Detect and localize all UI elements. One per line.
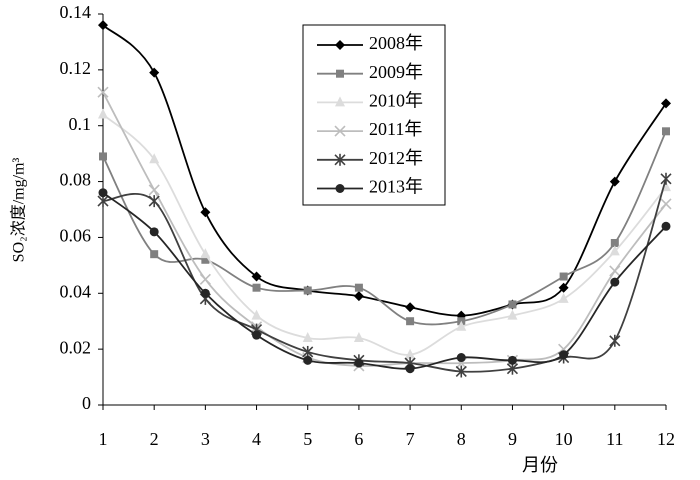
- point: [200, 288, 210, 298]
- point: [303, 286, 312, 295]
- point: [201, 255, 210, 264]
- point: [558, 282, 569, 293]
- legend-label: 2012年: [369, 148, 423, 168]
- y-tick-label: 0.08: [60, 170, 92, 190]
- series-line: [102, 24, 667, 317]
- point-stroke: [660, 198, 672, 210]
- point: [252, 330, 262, 340]
- series-line: [102, 130, 667, 326]
- point: [559, 350, 569, 360]
- y-tick-label: 0: [82, 393, 91, 413]
- point: [405, 348, 416, 359]
- point: [97, 86, 109, 98]
- point: [609, 334, 621, 347]
- x-tick-label: 4: [252, 429, 261, 449]
- point-stroke: [609, 265, 621, 277]
- point: [660, 172, 672, 185]
- y-tick-label: 0.06: [60, 226, 92, 246]
- point: [661, 221, 671, 231]
- point: [302, 331, 313, 342]
- point: [405, 302, 416, 313]
- point: [251, 309, 262, 320]
- y-tick-label: 0.12: [60, 58, 92, 78]
- point: [98, 20, 108, 31]
- point: [508, 300, 517, 309]
- x-tick-label: 10: [555, 429, 573, 449]
- x-tick-label: 5: [303, 429, 312, 449]
- legend-label: 2010年: [369, 91, 423, 111]
- point: [200, 207, 211, 218]
- point: [354, 283, 363, 292]
- series-line: [102, 192, 667, 370]
- point: [99, 152, 107, 161]
- point: [507, 309, 518, 320]
- point-stroke: [148, 184, 160, 196]
- point: [150, 250, 159, 259]
- point: [661, 98, 671, 109]
- point: [252, 283, 261, 292]
- point: [660, 198, 672, 210]
- legend-marker: [335, 40, 345, 50]
- x-tick-label: 2: [150, 429, 159, 449]
- legend-marker: [336, 69, 344, 78]
- point: [353, 331, 364, 342]
- point-stroke: [97, 86, 109, 98]
- point: [662, 127, 670, 136]
- legend-marker: [335, 96, 345, 107]
- legend-label: 2011年: [369, 119, 422, 139]
- x-tick-label: 11: [606, 429, 623, 449]
- point: [609, 245, 620, 256]
- y-tick-label: 0.1: [69, 114, 92, 134]
- point: [456, 353, 466, 363]
- point: [149, 153, 160, 164]
- x-tick-label: 1: [99, 429, 108, 449]
- y-tick-label: 0.14: [60, 2, 92, 22]
- legend-marker: [334, 125, 346, 137]
- x-tick-label: 9: [508, 429, 517, 449]
- x-tick-label: 7: [406, 429, 415, 449]
- legend-label: 2008年: [369, 33, 423, 53]
- point: [251, 271, 262, 282]
- point: [199, 273, 211, 285]
- x-tick-label: 6: [354, 429, 363, 449]
- point: [149, 67, 160, 78]
- point: [200, 248, 211, 259]
- x-tick-label: 3: [201, 429, 210, 449]
- x-tick-label: 12: [657, 429, 675, 449]
- legend-label: 2009年: [369, 62, 423, 82]
- point: [406, 317, 415, 326]
- point: [609, 265, 621, 277]
- point: [303, 355, 313, 365]
- point: [558, 292, 569, 303]
- point: [405, 364, 415, 374]
- point: [149, 227, 159, 237]
- point: [98, 188, 108, 198]
- point: [507, 355, 517, 365]
- series-line: [102, 113, 667, 356]
- y-axis-label: SO₂浓度/mg/m³: [10, 157, 28, 262]
- point: [456, 320, 467, 331]
- x-tick-label: 8: [457, 429, 466, 449]
- point: [148, 184, 160, 196]
- point: [610, 239, 619, 248]
- point: [455, 365, 467, 378]
- legend: [302, 24, 446, 206]
- point: [353, 291, 364, 302]
- point: [559, 272, 568, 281]
- legend-marker: [334, 153, 346, 166]
- legend-marker-stroke: [334, 125, 346, 137]
- legend-marker: [335, 184, 345, 193]
- point: [98, 108, 108, 119]
- x-axis-label: 月份: [522, 455, 558, 475]
- point: [610, 277, 620, 287]
- series-line: [102, 178, 667, 373]
- y-tick-label: 0.04: [60, 281, 92, 301]
- y-tick-label: 0.02: [60, 337, 92, 357]
- point: [609, 176, 620, 187]
- legend-label: 2013年: [369, 177, 423, 197]
- point: [354, 358, 364, 368]
- point-stroke: [199, 273, 211, 285]
- point: [148, 195, 160, 208]
